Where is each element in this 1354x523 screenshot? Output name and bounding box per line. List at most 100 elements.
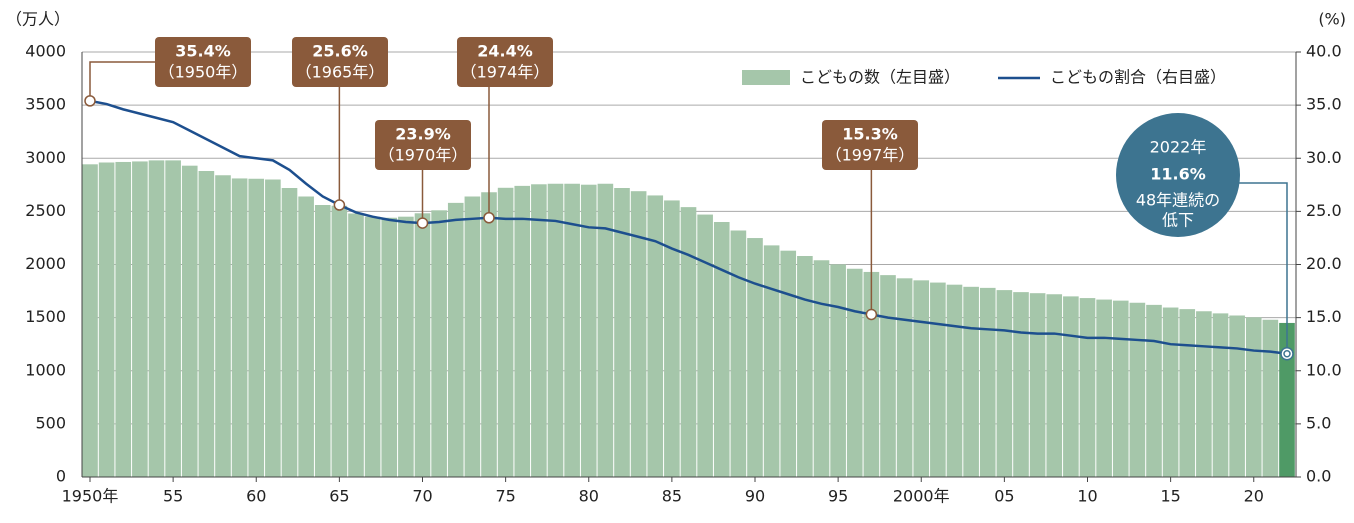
- bar: [680, 207, 697, 477]
- bar: [1245, 317, 1262, 477]
- marker: [416, 217, 429, 229]
- box-value: 24.4%: [477, 42, 533, 61]
- bar: [863, 271, 880, 477]
- x-tick-label: 2000年: [893, 487, 950, 506]
- bar: [713, 222, 730, 477]
- box-value: 35.4%: [175, 42, 231, 61]
- bar: [564, 183, 580, 477]
- marker: [1280, 347, 1294, 361]
- bar: [481, 192, 497, 477]
- y-tick-label: 1500: [25, 307, 66, 326]
- y2-tick-label: 15.0: [1306, 307, 1342, 326]
- y-tick-label: 3500: [25, 95, 66, 114]
- bar: [1013, 292, 1029, 477]
- bar: [1196, 311, 1212, 477]
- bar: [364, 216, 381, 477]
- leader: [1233, 182, 1288, 354]
- bar: [913, 280, 930, 477]
- bar: [1146, 304, 1162, 477]
- box-value: 23.9%: [395, 125, 451, 144]
- y-tick-label: 2000: [25, 254, 66, 273]
- y-tick-label: 1000: [25, 360, 66, 379]
- bar: [298, 196, 314, 477]
- y2-tick-label: 35.0: [1306, 95, 1342, 114]
- bar: [1129, 302, 1146, 477]
- bar: [880, 275, 896, 477]
- bar: [630, 191, 647, 477]
- bar: [165, 160, 181, 477]
- bar: [1063, 296, 1079, 477]
- box: [292, 37, 388, 87]
- bar: [98, 162, 115, 477]
- bar: [763, 245, 780, 477]
- bar: [248, 178, 265, 477]
- x-tick-label: 85: [662, 487, 682, 506]
- y-axis-unit: （万人）: [6, 10, 70, 29]
- x-tick-label: 90: [745, 487, 765, 506]
- legend-swatch: [742, 70, 790, 85]
- box-year: （1997年）: [826, 146, 915, 165]
- y-tick-label: 4000: [25, 42, 66, 61]
- bar: [813, 260, 830, 477]
- y-tick-label: 2500: [25, 201, 66, 220]
- bar: [647, 195, 664, 477]
- bar: [614, 188, 630, 477]
- marker: [865, 308, 878, 321]
- y2-tick-label: 40.0: [1306, 42, 1342, 61]
- box: [375, 120, 471, 170]
- box-year: （1974年）: [461, 63, 550, 82]
- marker-inner: [1283, 350, 1291, 358]
- bar: [198, 171, 215, 477]
- y2-tick-label: 30.0: [1306, 148, 1342, 167]
- bar: [963, 286, 979, 477]
- bar: [1029, 293, 1046, 477]
- callout-box: 25.6% （1965年）: [292, 37, 388, 87]
- box: [457, 37, 553, 87]
- leader: [89, 61, 155, 101]
- box-year: （1970年）: [379, 146, 468, 165]
- x-tick-label: 05: [994, 487, 1014, 506]
- bar: [314, 205, 331, 477]
- box: [155, 37, 251, 87]
- bar: [1162, 307, 1179, 477]
- bar: [265, 179, 281, 477]
- bar: [1046, 294, 1063, 477]
- callout-text: 48年連続の: [1136, 191, 1220, 210]
- marker: [84, 95, 96, 107]
- bar: [747, 238, 763, 477]
- bar: [946, 284, 963, 477]
- x-tick-label: 10: [1077, 487, 1097, 506]
- bar: [664, 200, 680, 477]
- bar: [464, 196, 481, 477]
- callout-text: 低下: [1162, 211, 1194, 230]
- x-tick-label: 1950年: [62, 487, 119, 506]
- bar: [697, 214, 713, 477]
- bar: [547, 183, 564, 477]
- callout-text: 11.6%: [1150, 165, 1206, 184]
- y-tick-label: 0: [56, 467, 66, 486]
- bar: [331, 205, 348, 477]
- line: [89, 99, 1288, 355]
- box-year: （1950年）: [159, 63, 248, 82]
- legend-label: こどもの数（左目盛）: [800, 68, 960, 87]
- bar: [181, 165, 198, 477]
- legend-label: こどもの割合（右目盛）: [1050, 68, 1226, 87]
- x-tick-label: 75: [495, 487, 515, 506]
- box-value: 25.6%: [312, 42, 368, 61]
- bar: [414, 213, 431, 477]
- bar: [1079, 298, 1096, 477]
- bar: [1212, 313, 1229, 477]
- x-tick-label: 65: [329, 487, 349, 506]
- y-tick-label: 500: [35, 413, 66, 432]
- callout-box: 15.3% （1997年）: [822, 120, 918, 170]
- box-year: （1965年）: [296, 63, 385, 82]
- bar: [398, 216, 414, 477]
- box-value: 15.3%: [842, 125, 898, 144]
- y2-tick-label: 20.0: [1306, 254, 1342, 273]
- bar: [514, 185, 531, 477]
- y2-axis-unit: (%): [1318, 10, 1346, 29]
- y2-tick-label: 5.0: [1306, 413, 1331, 432]
- x-tick-label: 70: [412, 487, 432, 506]
- callout-box: 35.4% （1950年）: [155, 37, 251, 87]
